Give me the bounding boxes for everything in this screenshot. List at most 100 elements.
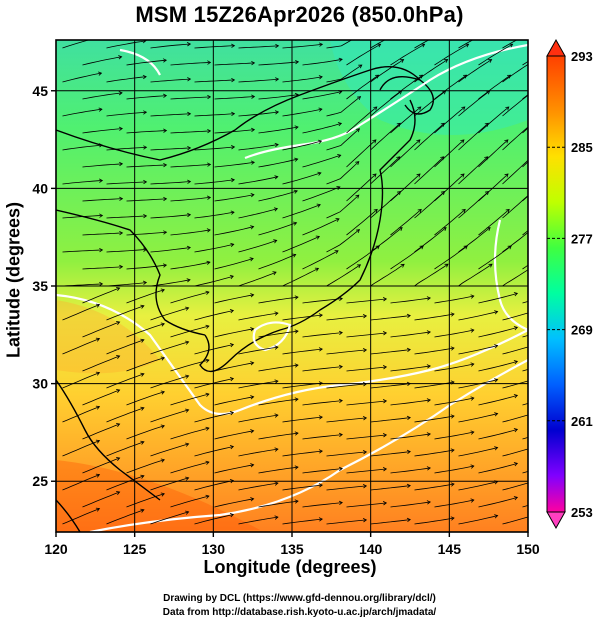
streamline: [126, 164, 167, 168]
streamline-arrow: [229, 513, 235, 518]
streamline: [126, 289, 165, 304]
streamline: [214, 396, 254, 406]
streamline: [82, 287, 120, 304]
streamline: [478, 209, 510, 236]
streamline: [434, 363, 474, 372]
streamline: [150, 113, 191, 117]
streamline-arrow: [316, 203, 321, 208]
streamline: [126, 231, 167, 236]
streamline-arrow: [338, 398, 343, 404]
streamline-arrow: [355, 194, 360, 199]
streamline: [434, 397, 474, 406]
streamline: [434, 74, 467, 100]
streamline: [326, 161, 360, 185]
streamline: [126, 264, 167, 270]
streamline: [458, 413, 498, 423]
streamline-arrow: [95, 439, 101, 444]
streamline-arrow: [185, 442, 190, 447]
streamline-arrow: [538, 410, 541, 413]
y-axis: 25 30 35 40 45: [32, 83, 56, 489]
streamline-arrow: [513, 326, 519, 331]
streamline: [370, 40, 386, 49]
streamline: [82, 163, 123, 168]
streamline: [502, 312, 528, 321]
streamline: [258, 126, 299, 134]
streamline: [194, 45, 235, 49]
streamline-arrow: [488, 59, 493, 63]
streamline-arrow: [538, 342, 541, 345]
streamline-arrow: [417, 208, 422, 213]
streamline: [150, 78, 191, 83]
streamline: [326, 64, 363, 83]
streamline-arrow: [317, 171, 322, 176]
streamline-arrow: [505, 208, 510, 213]
streamline: [414, 156, 445, 185]
streamline-arrow: [99, 178, 104, 183]
streamline: [326, 349, 367, 355]
streamline-arrow: [362, 314, 368, 319]
streamline: [150, 307, 189, 321]
streamline-arrow: [440, 122, 445, 127]
streamline: [478, 139, 509, 168]
streamline: [502, 269, 528, 287]
colorbar-label: 277: [571, 231, 593, 246]
streamline-arrow: [163, 162, 168, 168]
streamline: [346, 106, 378, 134]
streamline-arrow: [185, 374, 190, 379]
streamline: [82, 198, 123, 202]
streamline-arrow: [450, 414, 455, 419]
streamline: [170, 427, 209, 440]
streamline: [214, 129, 255, 134]
streamline-arrow: [465, 43, 470, 48]
streamline-arrow: [494, 344, 499, 349]
streamline-arrow: [337, 122, 343, 127]
colorbar-label: 269: [571, 323, 593, 338]
streamline-arrow: [513, 496, 519, 501]
streamline: [258, 364, 299, 372]
streamline-arrow: [187, 77, 192, 82]
streamline-arrow: [488, 263, 493, 268]
streamline-arrow: [334, 250, 339, 254]
streamline: [82, 491, 120, 508]
streamline: [346, 298, 387, 304]
streamline: [502, 448, 528, 457]
streamline-arrow: [116, 321, 121, 326]
streamline: [106, 407, 145, 423]
streamline: [478, 245, 512, 270]
streamline-arrow: [163, 230, 168, 235]
streamline: [302, 468, 343, 474]
streamline-arrow: [116, 355, 121, 360]
y-tick-label: 45: [32, 83, 48, 99]
streamline: [238, 271, 277, 287]
streamline: [282, 484, 323, 491]
streamline-arrow: [140, 474, 145, 479]
streamline: [434, 465, 474, 474]
streamline-arrow: [444, 59, 449, 63]
streamline: [390, 74, 423, 100]
streamline: [126, 95, 167, 100]
streamline: [458, 123, 489, 151]
streamline-arrow: [207, 128, 212, 134]
streamline: [302, 434, 343, 440]
streamline: [150, 511, 189, 525]
streamline-arrow: [494, 514, 499, 519]
streamline-arrow: [140, 372, 145, 377]
streamline: [170, 261, 210, 270]
streamline: [346, 332, 387, 338]
x-tick-label: 135: [280, 541, 304, 557]
streamline-arrow: [460, 173, 465, 178]
streamline: [150, 443, 189, 457]
streamline: [326, 451, 367, 457]
streamline-arrow: [250, 361, 255, 366]
streamline: [62, 508, 100, 525]
streamline: [106, 249, 147, 253]
streamline-arrow: [461, 106, 466, 111]
streamline: [214, 258, 254, 270]
streamline: [414, 347, 455, 355]
streamline-arrow: [230, 210, 235, 215]
streamline-arrow: [119, 161, 124, 167]
streamline-arrow: [362, 518, 368, 523]
streamline-arrow: [274, 413, 279, 418]
streamline: [434, 43, 469, 66]
streamline: [326, 485, 367, 491]
